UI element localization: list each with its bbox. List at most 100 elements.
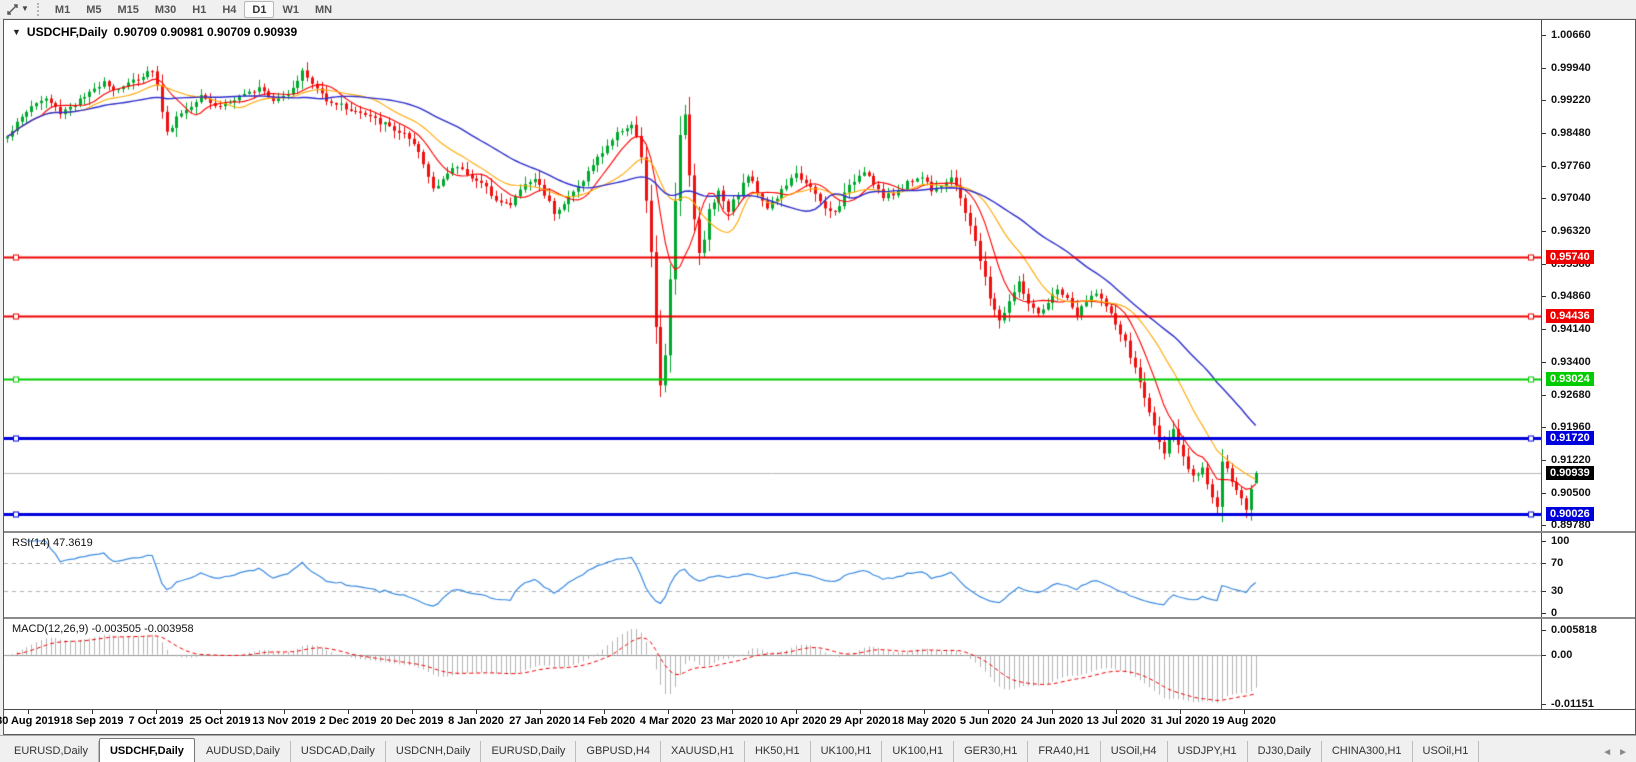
- chart-tab-usoil-h4[interactable]: USOil,H4: [1101, 741, 1168, 762]
- price-axis-tick-label: 0.99220: [1551, 94, 1591, 107]
- level-price-label: 0.93024: [1546, 372, 1594, 387]
- timeframe-button-m1[interactable]: M1: [54, 3, 71, 16]
- chart-tab-usdcad-daily[interactable]: USDCAD,Daily: [291, 741, 386, 762]
- chart-tab-gbpusd-h4[interactable]: GBPUSD,H4: [576, 741, 661, 762]
- chart-tab-fra40-h1[interactable]: FRA40,H1: [1028, 741, 1101, 762]
- timeframe-button-d1[interactable]: D1: [244, 0, 275, 18]
- price-axis[interactable]: 1.00660 0.99940 0.99220 0.98480 0.97760 0.970…: [1541, 20, 1635, 531]
- price-axis-tick: [1542, 329, 1546, 330]
- time-axis-tick-label: 10 Apr 2020: [765, 715, 827, 727]
- level-price-label: 0.95740: [1546, 249, 1594, 264]
- chart-tab-eurusd-daily[interactable]: EURUSD,Daily: [4, 741, 99, 762]
- time-axis-tick: [1116, 710, 1117, 714]
- timeframe-button-w1[interactable]: W1: [282, 3, 299, 16]
- price-axis-tick-label: 0.97040: [1551, 192, 1591, 205]
- chart-title: ▼ USDCHF,Daily 0.90709 0.90981 0.90709 0…: [12, 25, 297, 39]
- time-axis-tick: [476, 710, 477, 714]
- macd-axis-tick-label: -0.01151: [1551, 697, 1594, 710]
- time-axis-tick-label: 29 Apr 2020: [829, 715, 891, 727]
- chart-tab-audusd-daily[interactable]: AUDUSD,Daily: [196, 741, 291, 762]
- macd-axis-tick: [1542, 630, 1546, 631]
- price-axis-tick-label: 0.99940: [1551, 61, 1591, 74]
- timeframe-button-m5[interactable]: M5: [86, 3, 102, 16]
- time-axis-tick: [284, 710, 285, 714]
- rsi-axis-tick-label: 0: [1551, 607, 1558, 619]
- chart-tab-usdcnh-daily[interactable]: USDCNH,Daily: [386, 741, 482, 762]
- price-axis-tick: [1542, 362, 1546, 363]
- time-axis-tick: [988, 710, 989, 714]
- rsi-pane: 100 70 30 0 RSI(14) 47.3619: [4, 531, 1635, 619]
- chart-tab-dj30-daily[interactable]: DJ30,Daily: [1248, 741, 1322, 762]
- time-axis-tick-label: 2 Dec 2019: [319, 715, 377, 727]
- chart-tab-hk50-h1[interactable]: HK50,H1: [745, 741, 811, 762]
- level-price-label: 0.90026: [1546, 507, 1594, 522]
- ohlc-values: 0.90709 0.90981 0.90709 0.90939: [113, 25, 298, 39]
- chart-tab-china300-h1[interactable]: CHINA300,H1: [1322, 741, 1413, 762]
- time-axis[interactable]: 30 Aug 2019 18 Sep 2019 7 Oct 2019 25 Oct 2…: [0, 709, 1635, 729]
- price-axis-tick-label: 0.94860: [1551, 290, 1591, 303]
- chart-tab-uk100-h1[interactable]: UK100,H1: [811, 741, 883, 762]
- price-axis-tick: [1542, 264, 1546, 265]
- chart-tab-ger30-h1[interactable]: GER30,H1: [954, 741, 1029, 762]
- macd-pane: 0.005818 0.00 -0.01151 MACD(12,26,9) -0.00…: [4, 617, 1635, 711]
- macd-axis[interactable]: 0.005818 0.00 -0.01151: [1541, 619, 1635, 710]
- price-axis-tick: [1542, 395, 1546, 396]
- rsi-axis-tick: [1542, 591, 1546, 592]
- time-axis-tick-label: 8 Jan 2020: [448, 715, 504, 727]
- timeframe-button-mn[interactable]: MN: [314, 3, 333, 16]
- timeframe-button-h4[interactable]: H4: [222, 3, 237, 16]
- macd-axis-tick: [1542, 704, 1546, 705]
- macd-canvas[interactable]: [4, 619, 1541, 711]
- crosshair-tool-button[interactable]: ▼: [0, 1, 35, 18]
- timeframe-button-m30[interactable]: M30: [154, 3, 177, 16]
- macd-label: MACD(12,26,9) -0.003505 -0.003958: [12, 623, 194, 635]
- time-axis-tick: [156, 710, 157, 714]
- chart-tab-usoil-h1[interactable]: USOil,H1: [1413, 741, 1480, 762]
- price-chart-canvas[interactable]: [4, 20, 1541, 531]
- time-axis-tick: [668, 710, 669, 714]
- time-axis-tick-label: 25 Oct 2019: [189, 715, 251, 727]
- time-axis-tick-label: 27 Jan 2020: [509, 715, 571, 727]
- price-axis-tick-label: 0.91220: [1551, 454, 1591, 467]
- rsi-axis-tick-label: 70: [1551, 556, 1564, 569]
- price-axis-tick: [1542, 296, 1546, 297]
- chevron-down-icon: ▼: [21, 4, 29, 13]
- level-price-label: 0.94436: [1546, 308, 1594, 323]
- time-axis-tick-label: 14 Feb 2020: [572, 715, 636, 727]
- price-axis-tick: [1542, 35, 1546, 36]
- chart-tab-xauusd-h1[interactable]: XAUUSD,H1: [661, 741, 745, 762]
- chart-tab-eurusd-daily[interactable]: EURUSD,Daily: [481, 741, 577, 762]
- price-axis-tick-label: 1.00660: [1551, 29, 1591, 42]
- current-price-label: 0.90939: [1546, 465, 1594, 480]
- chart-title-collapse-icon[interactable]: ▼: [12, 27, 21, 37]
- chart-tab-bar: EURUSD,Daily USDCHF,Daily AUDUSD,Daily USDC…: [0, 735, 1636, 762]
- timeframe-button-m15[interactable]: M15: [117, 3, 139, 16]
- price-axis-tick: [1542, 133, 1546, 134]
- time-axis-tick: [1244, 710, 1245, 714]
- price-axis-tick: [1542, 231, 1546, 232]
- tab-scroll-right-button[interactable]: ►: [1618, 747, 1628, 758]
- rsi-axis-tick: [1542, 541, 1546, 542]
- tab-scroll-left-button[interactable]: ◄: [1602, 747, 1613, 758]
- rsi-axis-tick: [1542, 563, 1546, 564]
- rsi-axis-tick-label: 30: [1551, 585, 1564, 598]
- rsi-canvas[interactable]: [4, 533, 1541, 619]
- chart-tab-uk100-h1[interactable]: UK100,H1: [882, 741, 955, 762]
- time-axis-tick-label: 4 Mar 2020: [639, 715, 697, 727]
- price-axis-tick: [1542, 460, 1546, 461]
- time-axis-tick: [540, 710, 541, 714]
- tab-scroll-controls: ◄ ►: [1598, 747, 1636, 762]
- time-axis-tick-label: 13 Nov 2019: [252, 715, 316, 727]
- time-axis-tick-label: 18 May 2020: [891, 715, 957, 727]
- price-axis-tick-label: 0.94140: [1551, 322, 1591, 335]
- time-axis-tick-label: 20 Dec 2019: [380, 715, 444, 727]
- price-axis-tick: [1542, 427, 1546, 428]
- price-axis-tick: [1542, 100, 1546, 101]
- chart-tab-usdjpy-h1[interactable]: USDJPY,H1: [1168, 741, 1248, 762]
- timeframe-buttons: M1 M5 M15 M30 H1 H4 D1 W1 MN: [47, 0, 340, 19]
- time-axis-tick-label: 13 Jul 2020: [1086, 715, 1146, 727]
- timeframe-button-h1[interactable]: H1: [192, 3, 207, 16]
- rsi-axis[interactable]: 100 70 30 0: [1541, 533, 1635, 619]
- chart-tab-usdchf-daily[interactable]: USDCHF,Daily: [98, 738, 195, 762]
- time-axis-tick-label: 18 Sep 2019: [60, 715, 124, 727]
